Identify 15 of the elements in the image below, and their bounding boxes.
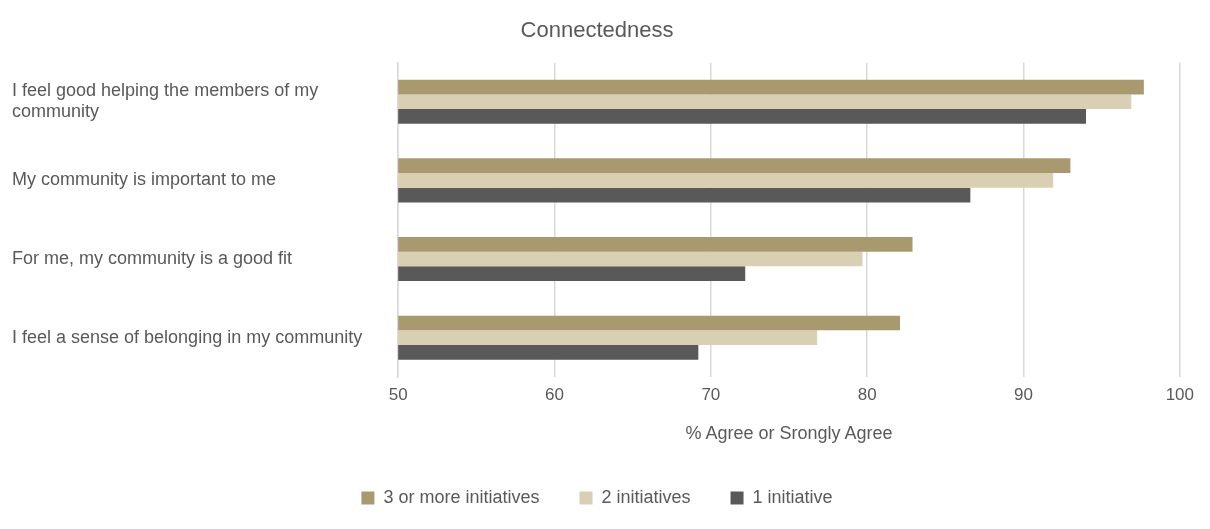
x-tick-label: 80 xyxy=(857,384,877,404)
legend-label: 3 or more initiatives xyxy=(383,486,540,507)
x-axis-title: % Agree or Srongly Agree xyxy=(685,423,893,444)
y-tick-label: I feel good helping the members of my community xyxy=(12,79,319,122)
x-tick-label: 50 xyxy=(388,384,408,404)
x-tick-label: 90 xyxy=(1014,384,1033,404)
y-tick-label: I feel a sense of belonging in my community xyxy=(12,326,363,347)
y-tick-label: For me, my community is a good fit xyxy=(12,247,293,268)
x-tick-label: 60 xyxy=(545,384,564,404)
x-tick-label: 100 xyxy=(1165,384,1195,404)
x-tick-label: 70 xyxy=(701,384,721,404)
y-tick-label: My community is important to me xyxy=(12,169,277,190)
legend-label: 2 initiatives xyxy=(601,486,691,507)
chart-title: Connectedness xyxy=(520,17,674,43)
legend-label: 1 initiative xyxy=(752,486,833,507)
